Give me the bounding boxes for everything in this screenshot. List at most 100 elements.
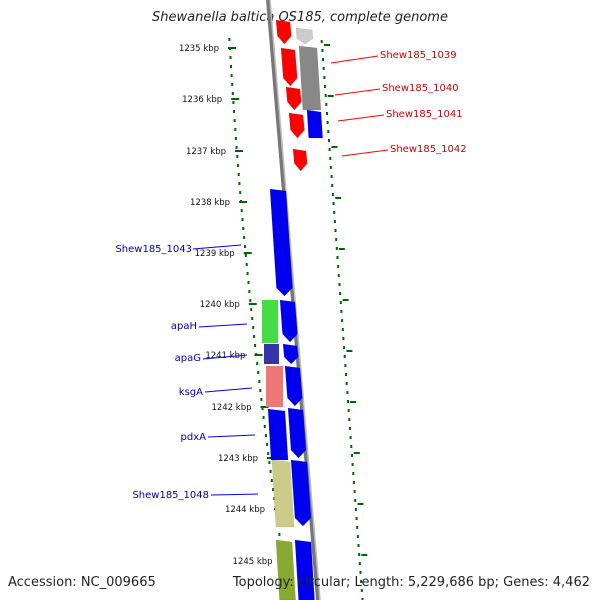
outer-dot bbox=[326, 121, 329, 124]
inner-dot bbox=[250, 308, 253, 311]
outer-major-tick bbox=[357, 503, 364, 505]
outer-dot bbox=[356, 535, 359, 538]
gene-shew185-1038 bbox=[275, 19, 292, 45]
outer-dot bbox=[328, 148, 331, 151]
outer-dot bbox=[356, 526, 359, 529]
gene-pdxa bbox=[267, 408, 289, 461]
inner-dot bbox=[231, 83, 234, 86]
outer-dot bbox=[327, 130, 330, 133]
inner-dot bbox=[270, 479, 273, 482]
gene-label-left: ksgA bbox=[179, 387, 203, 398]
outer-dot bbox=[341, 328, 344, 331]
gene-tracks bbox=[262, 0, 323, 600]
label-leader-line bbox=[207, 434, 256, 438]
gene-blue-r3 bbox=[284, 365, 303, 407]
coordinate-ticks: 1235 kbp 1236 kbp 1237 kbp 1238 kbp 1239 kbp… bbox=[179, 38, 368, 600]
outer-dot bbox=[342, 337, 345, 340]
tick-label: 1238 kbp bbox=[190, 198, 230, 208]
tick-label: 1239 kbp bbox=[195, 249, 235, 259]
inner-dot bbox=[235, 146, 238, 149]
tick-label: 1236 kbp bbox=[182, 95, 222, 105]
outer-dot bbox=[350, 445, 353, 448]
inner-dot bbox=[249, 299, 252, 302]
inner-dot bbox=[256, 362, 259, 365]
outer-dot bbox=[330, 175, 333, 178]
label-leader-line bbox=[198, 323, 248, 328]
label-leader-line bbox=[341, 149, 389, 157]
tick-mark bbox=[243, 252, 252, 254]
gene-blue-r4 bbox=[287, 407, 307, 459]
tick-label: 1237 kbp bbox=[186, 147, 226, 157]
gene-apah bbox=[262, 300, 278, 343]
gene-gray-2 bbox=[298, 45, 322, 111]
outer-dot bbox=[324, 85, 326, 88]
outer-dot bbox=[340, 310, 343, 313]
inner-dot bbox=[278, 533, 281, 536]
outer-dot bbox=[324, 94, 327, 97]
inner-dot bbox=[260, 398, 263, 401]
outer-dot bbox=[320, 40, 323, 43]
outer-dot bbox=[323, 76, 326, 79]
tick-mark bbox=[260, 406, 269, 408]
outer-major-tick bbox=[331, 146, 338, 148]
outer-dot bbox=[337, 274, 340, 277]
inner-dot bbox=[263, 425, 266, 428]
gene-label-left: apaH bbox=[171, 321, 197, 332]
gene-ksga bbox=[266, 366, 283, 407]
inner-dot bbox=[259, 389, 262, 392]
outer-major-tick bbox=[346, 350, 353, 352]
tick-label: 1235 kbp bbox=[179, 44, 219, 54]
inner-dot bbox=[233, 110, 235, 113]
gene-label-left: Shew185_1048 bbox=[132, 490, 209, 501]
label-leader-line bbox=[330, 55, 379, 64]
inner-dot bbox=[237, 164, 239, 167]
inner-dot bbox=[239, 191, 242, 194]
outer-dot bbox=[349, 427, 351, 430]
outer-dot bbox=[331, 193, 334, 196]
gene-label-right: Shew185_1039 bbox=[380, 50, 457, 61]
gene-blue-r1 bbox=[279, 299, 298, 343]
tick-mark bbox=[254, 354, 263, 356]
tick-mark bbox=[231, 98, 240, 100]
outer-dot bbox=[360, 589, 363, 592]
outer-dot bbox=[345, 382, 348, 385]
inner-dot bbox=[258, 380, 261, 383]
outer-dot bbox=[333, 211, 336, 214]
inner-dot bbox=[244, 245, 246, 248]
outer-dot bbox=[361, 598, 364, 600]
outer-dot bbox=[339, 292, 342, 295]
outer-dot bbox=[355, 517, 358, 520]
inner-dot bbox=[244, 254, 247, 257]
outer-dot bbox=[335, 238, 338, 241]
inner-dot bbox=[231, 92, 234, 95]
inner-dot bbox=[242, 227, 245, 230]
label-leader-line bbox=[202, 354, 248, 360]
tick-label: 1240 kbp bbox=[200, 300, 240, 310]
gene-labels: Shew185_1039 Shew185_1040 Shew185_1041 Shew… bbox=[115, 50, 466, 501]
outer-dot bbox=[333, 220, 336, 223]
outer-dot bbox=[338, 283, 341, 286]
inner-dot bbox=[251, 317, 254, 320]
gene-label-right: Shew185_1041 bbox=[386, 109, 463, 120]
gene-olive bbox=[275, 539, 296, 600]
gene-label-right: Shew185_1042 bbox=[390, 144, 467, 155]
outer-dot bbox=[339, 301, 342, 304]
outer-dot bbox=[358, 562, 361, 565]
map-title: Shewanella baltica OS185, complete genom… bbox=[152, 10, 448, 25]
inner-dot bbox=[257, 371, 260, 374]
gene-blue-r6 bbox=[294, 539, 315, 600]
outer-dot bbox=[326, 112, 328, 115]
outer-dot bbox=[349, 436, 352, 439]
tick-mark bbox=[228, 47, 236, 49]
inner-dot bbox=[261, 407, 264, 410]
inner-dot bbox=[246, 272, 249, 275]
tick-mark bbox=[235, 150, 243, 152]
outer-dot bbox=[359, 571, 362, 574]
gene-apag bbox=[264, 344, 279, 364]
inner-dot bbox=[229, 56, 232, 59]
outer-dot bbox=[343, 355, 346, 358]
tick-label: 1243 kbp bbox=[218, 454, 258, 464]
gene-label-left: apaG bbox=[175, 353, 201, 364]
outer-dot bbox=[322, 58, 324, 61]
